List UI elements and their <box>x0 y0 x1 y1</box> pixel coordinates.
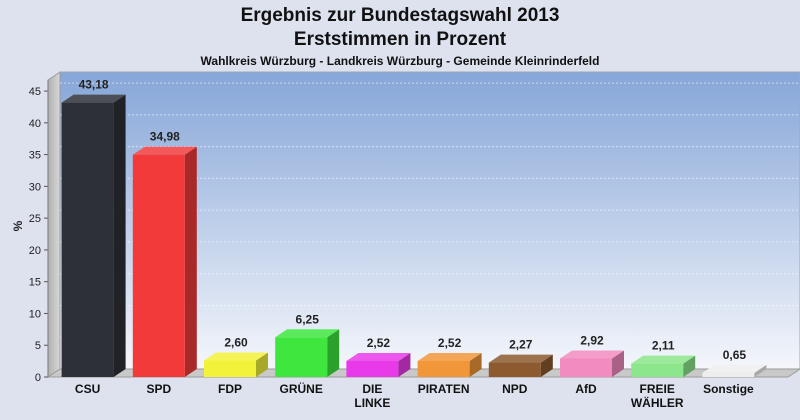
data-label: 2,27 <box>509 338 533 352</box>
y-axis-label: % <box>11 220 25 231</box>
data-label: 2,52 <box>367 336 391 350</box>
data-label: 6,25 <box>296 312 320 326</box>
data-label: 2,60 <box>224 335 248 349</box>
bar <box>488 362 541 377</box>
bar-side <box>754 364 767 377</box>
bar <box>560 358 612 377</box>
data-label: 43,18 <box>79 78 109 92</box>
data-label: 2,92 <box>580 333 604 347</box>
bar-top <box>631 355 696 364</box>
bar <box>132 154 185 377</box>
bar <box>204 360 256 377</box>
bar <box>61 102 114 378</box>
bar-top <box>488 354 553 363</box>
x-tick-label: FREIE WÄHLER <box>631 382 684 410</box>
chart-title: Ergebnis zur Bundestagswahl 2013 <box>240 5 560 26</box>
x-tick-label: PIRATEN <box>418 382 470 396</box>
y-tick-label: 0 <box>35 372 41 384</box>
bar-top <box>417 352 482 361</box>
data-label: 2,11 <box>652 339 675 353</box>
bar-side <box>327 329 340 377</box>
y-tick-label: 10 <box>29 308 41 320</box>
bar-top <box>702 364 767 373</box>
x-tick-label: FDP <box>218 382 242 396</box>
bar-side <box>256 352 268 377</box>
bar-side <box>184 146 197 377</box>
bar-side <box>469 352 482 377</box>
data-label: 2,52 <box>438 336 462 350</box>
bar-top <box>204 352 268 361</box>
bar-top <box>61 94 126 103</box>
y-tick-label: 40 <box>29 118 41 130</box>
bar-side <box>540 354 553 377</box>
bar-side <box>398 352 411 377</box>
bar <box>631 363 684 377</box>
bar-top <box>560 350 624 359</box>
y-tick-label: 5 <box>35 340 41 352</box>
y-tick-label: 25 <box>29 213 41 225</box>
left-wall <box>47 71 61 378</box>
bar <box>275 337 328 377</box>
x-tick-label: CSU <box>75 382 100 396</box>
y-tick-label: 20 <box>29 245 41 257</box>
x-tick-label: SPD <box>146 382 171 396</box>
y-tick-label: 30 <box>29 181 41 193</box>
bar-top <box>275 329 340 338</box>
data-label: 0,65 <box>723 348 747 362</box>
y-tick-label: 45 <box>29 86 41 98</box>
bar-side <box>683 355 696 377</box>
bar <box>417 360 470 377</box>
bar-side <box>113 94 126 378</box>
x-tick-label: GRÜNE <box>280 381 323 396</box>
y-tick-label: 35 <box>29 150 41 162</box>
chart-subtitle: Wahlkreis Würzburg - Landkreis Würzburg … <box>200 54 600 68</box>
bar-top <box>346 352 411 361</box>
bar-top <box>132 146 197 155</box>
chart-title-line2: Erststimmen in Prozent <box>293 29 507 50</box>
x-tick-label: NPD <box>502 382 528 396</box>
x-tick-label: Sonstige <box>703 382 754 396</box>
bar-side <box>612 350 624 377</box>
x-tick-label: AfD <box>575 382 597 396</box>
bar <box>346 360 399 377</box>
y-tick-label: 15 <box>29 277 41 289</box>
data-label: 34,98 <box>150 130 180 144</box>
x-tick-label: DIE LINKE <box>354 382 390 410</box>
bar <box>702 372 755 377</box>
